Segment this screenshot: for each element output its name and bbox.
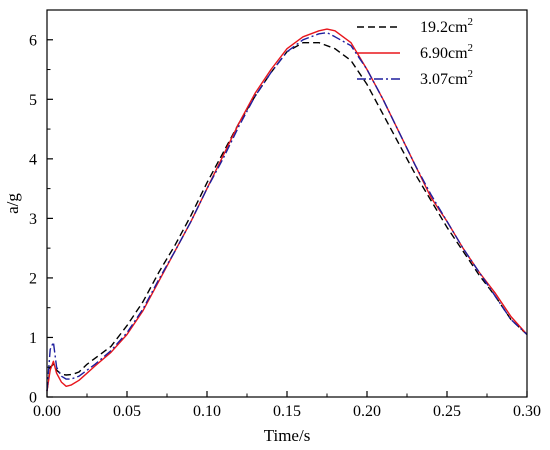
y-tick-label: 3 — [29, 211, 37, 228]
x-axis-label: Time/s — [264, 426, 311, 445]
legend-label: 19.2cm2 — [420, 16, 473, 36]
y-tick-label: 4 — [29, 151, 37, 168]
plot-lines — [46, 28, 528, 392]
legend-label-text: 19.2cm — [420, 19, 468, 36]
x-tick-label: 0.00 — [33, 403, 61, 420]
x-axis: 0.00 0.05 0.10 0.15 0.20 0.25 0.30 — [33, 391, 541, 420]
y-axis: 0 1 2 3 4 5 6 — [29, 32, 53, 407]
series-line-0 — [46, 42, 528, 392]
y-tick-label: 5 — [29, 92, 37, 109]
legend-label-text: 3.07cm — [420, 71, 468, 88]
series-line-1 — [46, 28, 528, 392]
x-tick-label: 0.15 — [273, 403, 301, 420]
y-axis-label: a/g — [3, 193, 22, 214]
x-tick-label: 0.05 — [113, 403, 141, 420]
legend-label: 6.90cm2 — [420, 42, 473, 62]
y-tick-label: 2 — [29, 270, 37, 287]
x-tick-label: 0.25 — [433, 403, 461, 420]
y-tick-label: 1 — [29, 330, 37, 347]
legend-label-text: 6.90cm — [420, 45, 468, 62]
y-tick-label: 0 — [29, 390, 37, 407]
series-line-2 — [46, 31, 528, 392]
plot-frame — [46, 9, 528, 398]
x-tick-label: 0.10 — [193, 403, 221, 420]
x-tick-label: 0.30 — [513, 403, 541, 420]
legend-label-superscript: 2 — [468, 42, 474, 54]
x-tick-label: 0.20 — [353, 403, 381, 420]
legend-label-superscript: 2 — [468, 16, 474, 28]
legend-label: 3.07cm2 — [420, 68, 473, 88]
y-tick-label: 6 — [29, 32, 37, 49]
legend-label-superscript: 2 — [468, 68, 474, 80]
